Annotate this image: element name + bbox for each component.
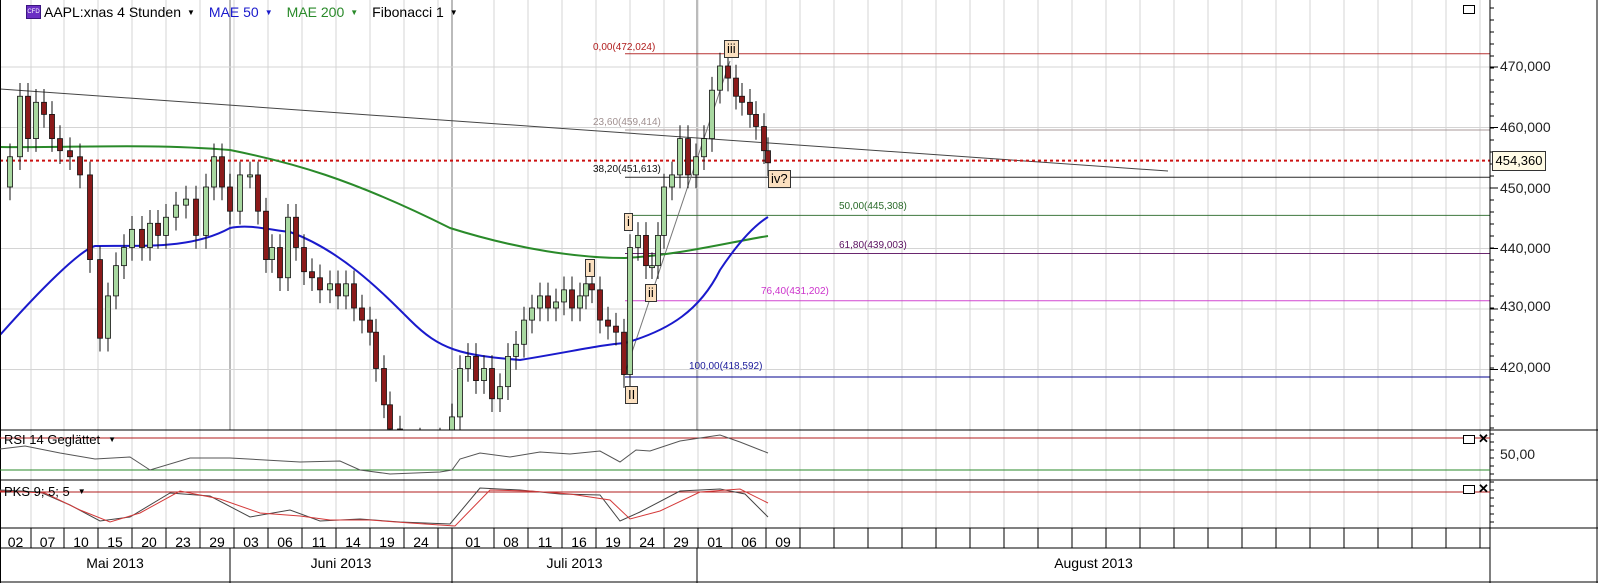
fib-label-0: 0,00(472,024) [593, 42, 656, 53]
wave-label-i[interactable]: i [624, 213, 633, 231]
wave-label-iii[interactable]: iii [724, 40, 739, 58]
indicator-label: MAE 50 [208, 4, 259, 20]
chevron-down-icon: ▼ [350, 7, 359, 17]
date-tick-label: 10 [73, 534, 89, 550]
price-axis-label: 470,000 [1500, 58, 1551, 74]
maximize-rsi-panel-button[interactable] [1463, 435, 1475, 444]
maximize-main-panel-button[interactable] [1463, 5, 1475, 14]
price-axis-label: 420,000 [1500, 359, 1551, 375]
fib-label-61-8: 61,80(439,003) [839, 240, 907, 251]
date-tick-label: 19 [605, 534, 621, 550]
indicator-fibonacci[interactable]: Fibonacci 1 ▼ [372, 4, 458, 20]
rsi-title-label: RSI 14 Geglättet [4, 432, 101, 447]
indicator-label: MAE 200 [286, 4, 345, 20]
chart-header: CFD AAPL:xnas 4 Stunden ▼ MAE 50 ▼ MAE 200… [26, 2, 472, 22]
month-label: Juli 2013 [546, 555, 603, 571]
date-tick-label: 11 [537, 534, 553, 550]
indicator-mae200[interactable]: MAE 200 ▼ [287, 4, 359, 20]
date-tick-label: 15 [107, 534, 123, 550]
date-tick-label: 01 [707, 534, 723, 550]
chevron-down-icon: ▼ [187, 7, 195, 17]
fib-label-100: 100,00(418,592) [689, 361, 763, 372]
date-tick-label: 03 [243, 534, 259, 550]
price-axis-label: 450,000 [1500, 180, 1551, 196]
date-tick-label: 01 [465, 534, 481, 550]
date-tick-label: 14 [345, 534, 361, 550]
date-tick-label: 20 [141, 534, 157, 550]
close-rsi-panel-icon[interactable]: ✕ [1478, 431, 1489, 446]
chevron-down-icon: ▼ [449, 7, 458, 17]
wave-label-I[interactable]: I [585, 259, 595, 277]
date-tick-label: 11 [311, 534, 327, 550]
chevron-down-icon: ▼ [77, 487, 86, 496]
date-tick-label: 29 [673, 534, 689, 550]
indicator-label: Fibonacci 1 [372, 4, 444, 20]
date-tick-label: 29 [209, 534, 225, 550]
chevron-down-icon: ▼ [108, 435, 117, 444]
pks-panel-title[interactable]: PKS 9; 5; 5 ▼ [4, 484, 86, 499]
rsi-axis-label: 50,00 [1500, 446, 1536, 462]
current-price-tag: 454,360 [1492, 151, 1546, 171]
fib-label-76-4: 76,40(431,202) [761, 286, 829, 297]
month-label: August 2013 [1054, 555, 1133, 571]
date-tick-label: 08 [503, 534, 519, 550]
maximize-pks-panel-button[interactable] [1463, 485, 1475, 494]
chevron-down-icon: ▼ [264, 7, 273, 17]
price-axis-label: 430,000 [1500, 298, 1551, 314]
instrument-label: AAPL:xnas 4 Stunden [44, 4, 181, 20]
indicator-mae50[interactable]: MAE 50 ▼ [209, 4, 273, 20]
date-tick-label: 06 [277, 534, 293, 550]
rsi-panel-title[interactable]: RSI 14 Geglättet ▼ [4, 432, 116, 447]
cfd-badge-icon: CFD [26, 5, 41, 19]
price-axis-label: 460,000 [1500, 119, 1551, 135]
month-label: Juni 2013 [310, 555, 372, 571]
price-axis-label: 440,000 [1500, 240, 1551, 256]
wave-label-II[interactable]: II [625, 386, 639, 404]
fib-label-38-2: 38,20(451,613) [593, 164, 661, 175]
date-tick-label: 16 [571, 534, 587, 550]
date-tick-label: 07 [39, 534, 56, 550]
date-tick-label: 23 [175, 534, 191, 550]
month-label: Mai 2013 [86, 555, 144, 571]
wave-label-ii[interactable]: ii [645, 284, 657, 302]
date-tick-label: 24 [639, 534, 655, 550]
close-pks-panel-icon[interactable]: ✕ [1478, 481, 1489, 496]
wave-label-iv[interactable]: iv? [768, 170, 791, 188]
date-tick-label: 02 [7, 534, 24, 550]
instrument-selector[interactable]: AAPL:xnas 4 Stunden ▼ [44, 4, 195, 20]
date-tick-label: 24 [413, 534, 429, 550]
date-tick-label: 06 [741, 534, 757, 550]
date-tick-label: 09 [775, 534, 791, 550]
fib-label-23-6: 23,60(459,414) [593, 117, 661, 128]
date-tick-label: 19 [379, 534, 395, 550]
pks-title-label: PKS 9; 5; 5 [4, 484, 70, 499]
fib-label-50: 50,00(445,308) [839, 201, 907, 212]
